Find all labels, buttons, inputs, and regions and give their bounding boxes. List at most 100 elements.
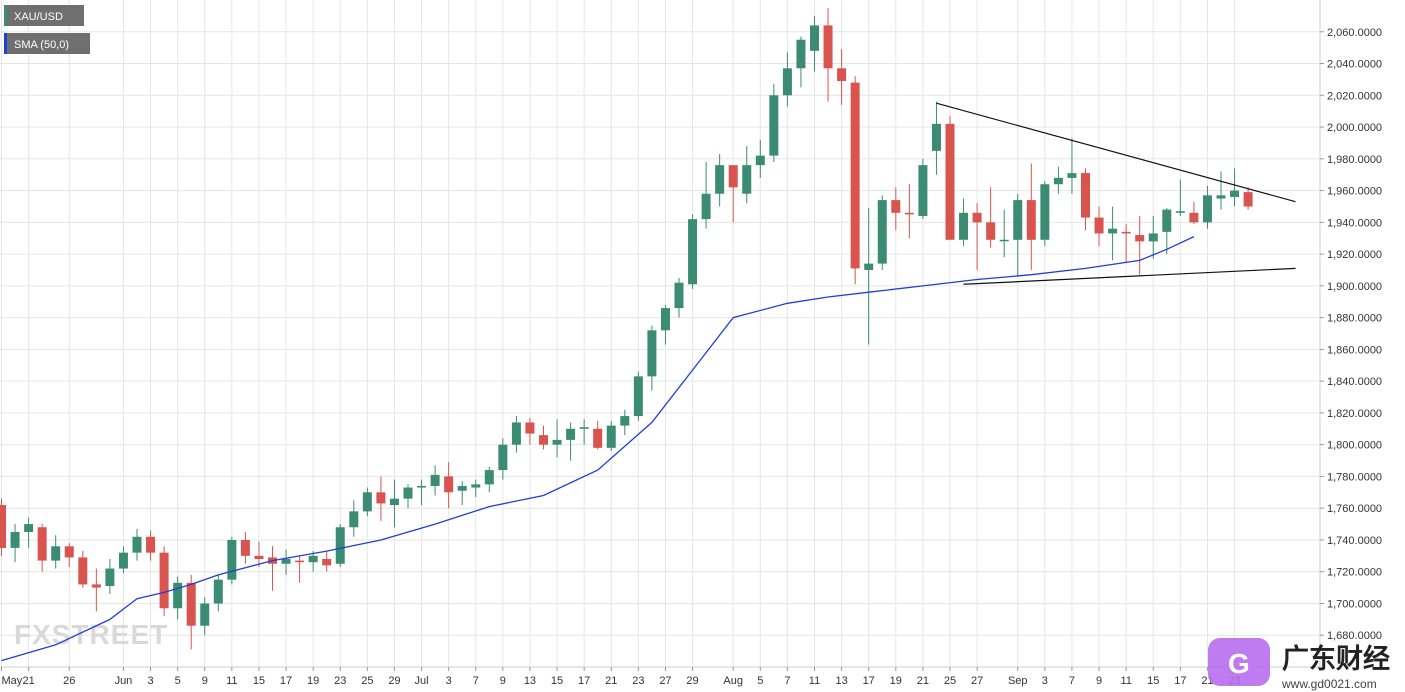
candle [132, 528, 142, 561]
candle-body [308, 555, 318, 563]
candle [1081, 168, 1090, 231]
legend-price-color-bar [4, 5, 7, 26]
candle [850, 76, 860, 285]
candle-body [972, 212, 982, 223]
candle [1189, 201, 1199, 224]
candle-body [782, 68, 792, 96]
candle [891, 187, 901, 231]
x-tick-label: 5 [175, 675, 181, 687]
candle [715, 154, 725, 207]
candle-body [999, 239, 1009, 242]
candle-body [403, 487, 413, 499]
candle-body [539, 435, 548, 445]
candle-body [1040, 184, 1050, 240]
candle-body [1081, 173, 1090, 218]
x-axis-ticks: May 21 26 Jun 3 5 9 11 15 17 19 23 25 29 Jul 3 7 9 13 15 17 2… [1, 667, 1241, 687]
candle [688, 214, 698, 290]
candle-body [322, 559, 332, 566]
watermark-layer: FXSTREET [14, 619, 168, 650]
candle [430, 465, 440, 496]
candle-body [810, 25, 819, 51]
y-tick-label: 2,000.0000 [1327, 122, 1382, 134]
candle [37, 524, 47, 572]
candle-body [850, 82, 860, 269]
candle-body [295, 560, 305, 563]
candle-body [931, 123, 941, 151]
candle-body [1013, 200, 1023, 240]
candle [213, 574, 223, 612]
x-tick-label: 15 [253, 675, 265, 687]
candle [0, 498, 6, 556]
candle-body [37, 527, 47, 561]
lower-trendline [963, 267, 1296, 285]
x-tick-label: 7 [1069, 675, 1075, 687]
y-tick-label: 1,800.0000 [1327, 440, 1382, 452]
candle-body [1121, 231, 1131, 234]
candle-body [552, 439, 562, 445]
candle [552, 419, 562, 458]
gd-url: www.gd0021.com [1281, 677, 1377, 691]
candle [647, 325, 657, 391]
candle [240, 532, 250, 564]
candle [51, 535, 61, 569]
candle-body [10, 532, 20, 548]
candle-body [1026, 200, 1036, 240]
y-tick-label: 1,680.0000 [1327, 630, 1382, 642]
candle-body [105, 568, 115, 587]
candle-body [959, 212, 969, 240]
gd-logo-glyph: G [1228, 648, 1250, 679]
candle [200, 597, 210, 636]
candle-body [511, 422, 521, 445]
x-tick-label: 13 [835, 675, 847, 687]
candle [904, 184, 914, 239]
candle-body [173, 582, 183, 609]
gd0021-watermark: G 广东财经 www.gd0021.com [1208, 638, 1390, 691]
x-tick-label: 17 [578, 675, 590, 687]
candle [931, 101, 941, 175]
y-tick-label: 2,020.0000 [1327, 90, 1382, 102]
y-tick-label: 1,700.0000 [1327, 598, 1382, 610]
candle-body [823, 25, 833, 69]
x-tick-label: 3 [446, 675, 452, 687]
candle [457, 481, 467, 506]
candle [24, 517, 34, 548]
candle-body [118, 552, 128, 569]
candle [579, 419, 589, 445]
candle [1013, 193, 1023, 277]
candle-body [186, 582, 196, 626]
x-tick-label: 13 [524, 675, 536, 687]
x-tick-label: 11 [809, 675, 820, 687]
candle-body [376, 492, 386, 504]
x-tick-label: 27 [971, 675, 983, 687]
y-tick-label: 1,900.0000 [1327, 281, 1382, 293]
candle-body [796, 39, 806, 69]
candle [728, 165, 738, 223]
y-tick-label: 1,840.0000 [1327, 376, 1382, 388]
candle [945, 115, 955, 240]
candle [1067, 138, 1077, 194]
candle-body [146, 536, 156, 553]
x-tick-label: 7 [784, 675, 790, 687]
candle [118, 546, 128, 574]
sma-layer [1, 236, 1195, 662]
upper-trendline [936, 102, 1296, 203]
x-tick-label: Aug [723, 675, 743, 687]
candle [999, 209, 1009, 258]
candle-body [525, 422, 535, 434]
fxstreet-watermark: FXSTREET [14, 619, 168, 650]
candle-body [1175, 211, 1185, 213]
candle [742, 146, 752, 204]
x-tick-label: 29 [686, 675, 698, 687]
candle-body [633, 376, 643, 417]
x-tick-label: 9 [500, 675, 506, 687]
x-tick-label: 9 [1096, 675, 1102, 687]
candle-body [281, 559, 291, 564]
candle-body [674, 282, 684, 309]
x-tick-label: 5 [757, 675, 763, 687]
candle [105, 559, 115, 594]
candle-body [1135, 235, 1145, 242]
candle [78, 551, 88, 588]
x-tick-label: 9 [202, 675, 208, 687]
candle [525, 417, 535, 445]
candle [701, 161, 711, 229]
